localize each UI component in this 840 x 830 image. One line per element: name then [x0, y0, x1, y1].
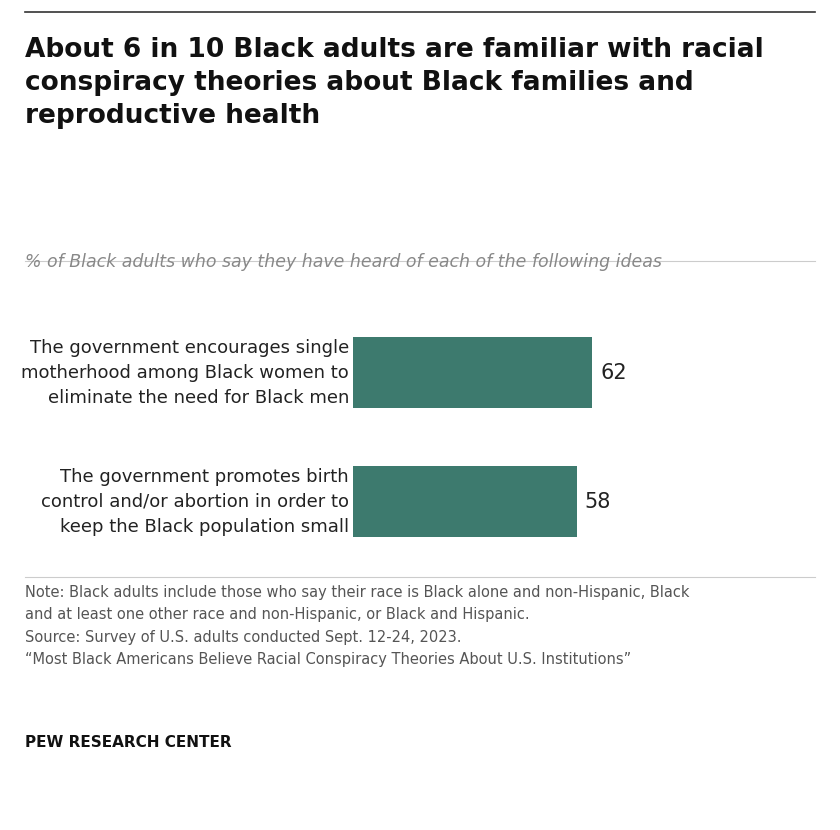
Text: PEW RESEARCH CENTER: PEW RESEARCH CENTER	[25, 735, 232, 749]
Text: % of Black adults who say they have heard of each of the following ideas: % of Black adults who say they have hear…	[25, 253, 662, 271]
Text: About 6 in 10 Black adults are familiar with racial
conspiracy theories about Bl: About 6 in 10 Black adults are familiar …	[25, 37, 764, 129]
Text: The government encourages single
motherhood among Black women to
eliminate the n: The government encourages single motherh…	[21, 339, 349, 407]
Text: The government promotes birth
control and/or abortion in order to
keep the Black: The government promotes birth control an…	[41, 467, 349, 535]
Text: 62: 62	[600, 363, 627, 383]
Bar	[353, 466, 577, 537]
Bar	[353, 337, 592, 408]
Text: 58: 58	[585, 491, 611, 511]
Text: Note: Black adults include those who say their race is Black alone and non-Hispa: Note: Black adults include those who say…	[25, 585, 690, 666]
